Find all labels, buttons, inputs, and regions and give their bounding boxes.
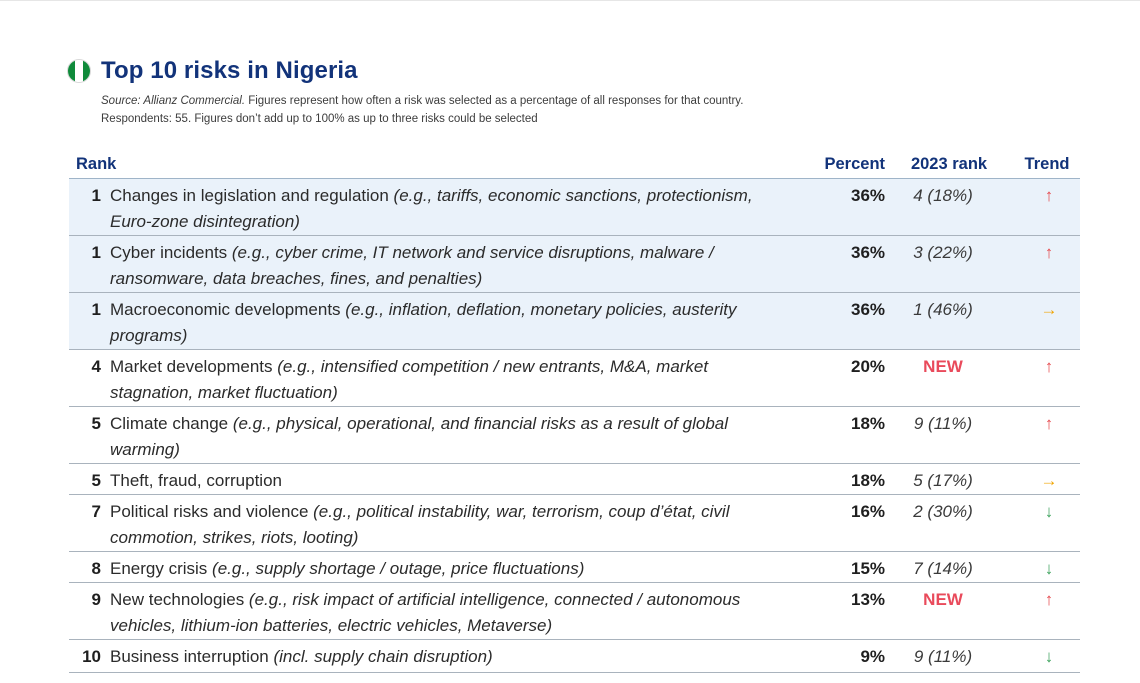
prev-rank-cell: 4 (18%) [892,178,1007,236]
risk-cell: Macroeconomic developments (e.g., inflat… [110,292,811,350]
risk-name: Market developments [110,357,273,376]
rank-cell: 1 [69,292,110,350]
table-row: 4 Market developments (e.g., intensified … [69,349,1081,407]
risk-examples: (e.g., cyber crime, IT network and servi… [110,243,714,288]
rank-cell: 8 [69,551,110,583]
risk-name: Changes in legislation and regulation [110,186,389,205]
source-line-2: Respondents: 55. Figures don’t add up to… [101,113,538,125]
trend-up-icon: ↑ [1006,582,1081,640]
table-header-row: Rank Percent 2023 rank Trend [69,151,1081,179]
trend-down-icon: ↓ [1006,639,1081,673]
trend-flat-icon: → [1006,463,1081,495]
table-row: 1 Cyber incidents (e.g., cyber crime, IT … [69,235,1081,293]
risk-name: Business interruption [110,647,269,666]
risk-examples: (e.g., inflation, deflation, monetary po… [110,300,737,345]
source-note: Source: Allianz Commercial. Figures repr… [101,92,1077,128]
table-row: 8 Energy crisis (e.g., supply shortage / … [69,551,1081,583]
table-row: 5 Climate change (e.g., physical, operati… [69,406,1081,464]
rank-cell: 1 [69,235,110,293]
table-row: 1 Macroeconomic developments (e.g., infla… [69,292,1081,350]
percent-cell: 13% [810,582,893,640]
prev-rank-cell: 7 (14%) [892,551,1007,583]
risk-examples: (e.g., tariffs, economic sanctions, prot… [110,186,753,231]
source-label: Source: Allianz Commercial. [101,95,246,107]
nigeria-flag-icon [67,59,91,83]
risk-examples: (incl. supply chain disruption) [268,647,493,666]
risk-cell: Political risks and violence (e.g., poli… [110,494,811,552]
risk-name: Political risks and violence [110,502,309,521]
risk-name: Climate change [110,414,229,433]
rank-column-header: Rank [69,151,811,179]
flag-stripe-right [82,60,90,82]
percent-cell: 20% [810,349,893,407]
risk-name: New technologies [110,590,245,609]
percent-cell: 36% [810,178,893,236]
percent-cell: 15% [810,551,893,583]
percent-cell: 18% [810,463,893,495]
rank-cell: 5 [69,406,110,464]
title-row: Top 10 risks in Nigeria [67,56,1077,86]
new-badge: NEW [892,582,1007,640]
flag-stripe-middle [75,60,83,82]
trend-up-icon: ↑ [1006,349,1081,407]
prev-rank-cell: 9 (11%) [892,639,1007,673]
risk-examples: (e.g., physical, operational, and financ… [110,414,729,459]
trend-column-header: Trend [1006,151,1081,179]
rank-cell: 1 [69,178,110,236]
table-row: 10 Business interruption (incl. supply ch… [69,639,1081,673]
prev-rank-cell: 9 (11%) [892,406,1007,464]
risk-examples: (e.g., risk impact of artificial intelli… [110,590,741,635]
rank-cell: 7 [69,494,110,552]
table-row: 7 Political risks and violence (e.g., pol… [69,494,1081,552]
risk-cell: Changes in legislation and regulation (e… [110,178,811,236]
trend-flat-icon: → [1006,292,1081,350]
risk-name: Energy crisis [110,559,208,578]
top-divider [0,0,1140,1]
source-line-1: Figures represent how often a risk was s… [245,95,744,107]
rank-cell: 9 [69,582,110,640]
trend-up-icon: ↑ [1006,178,1081,236]
percent-cell: 18% [810,406,893,464]
prev-rank-cell: 5 (17%) [892,463,1007,495]
risk-cell: Climate change (e.g., physical, operatio… [110,406,811,464]
risk-examples: (e.g., intensified competition / new ent… [110,357,709,402]
trend-up-icon: ↑ [1006,406,1081,464]
prev-rank-cell: 1 (46%) [892,292,1007,350]
percent-cell: 36% [810,235,893,293]
new-badge: NEW [892,349,1007,407]
risk-name: Theft, fraud, corruption [110,471,282,490]
rank-cell: 10 [69,639,110,673]
risk-examples: (e.g., supply shortage / outage, price f… [207,559,585,578]
trend-down-icon: ↓ [1006,494,1081,552]
percent-cell: 16% [810,494,893,552]
risk-cell: Market developments (e.g., intensified c… [110,349,811,407]
prev-rank-cell: 3 (22%) [892,235,1007,293]
flag-stripe-left [68,60,76,82]
table-row: 9 New technologies (e.g., risk impact of … [69,582,1081,640]
risk-name: Cyber incidents [110,243,228,262]
risk-cell: Theft, fraud, corruption [110,463,811,495]
table-row: 1 Changes in legislation and regulation (… [69,178,1081,236]
trend-down-icon: ↓ [1006,551,1081,583]
page-title: Top 10 risks in Nigeria [101,57,358,84]
percent-cell: 9% [810,639,893,673]
risk-table: Rank Percent 2023 rank Trend 1 Changes in… [69,151,1081,673]
percent-column-header: Percent [810,151,893,179]
rank-cell: 5 [69,463,110,495]
rank-cell: 4 [69,349,110,407]
risk-cell: Cyber incidents (e.g., cyber crime, IT n… [110,235,811,293]
risk-cell: Business interruption (incl. supply chai… [110,639,811,673]
risk-cell: Energy crisis (e.g., supply shortage / o… [110,551,811,583]
risk-examples: (e.g., political instability, war, terro… [110,502,730,547]
percent-cell: 36% [810,292,893,350]
trend-up-icon: ↑ [1006,235,1081,293]
table-row: 5 Theft, fraud, corruption 18% 5 (17%) → [69,463,1081,495]
risk-cell: New technologies (e.g., risk impact of a… [110,582,811,640]
page-header: Top 10 risks in Nigeria Source: Allianz … [67,56,1077,128]
risk-name: Macroeconomic developments [110,300,341,319]
prev-rank-column-header: 2023 rank [892,151,1007,179]
prev-rank-cell: 2 (30%) [892,494,1007,552]
